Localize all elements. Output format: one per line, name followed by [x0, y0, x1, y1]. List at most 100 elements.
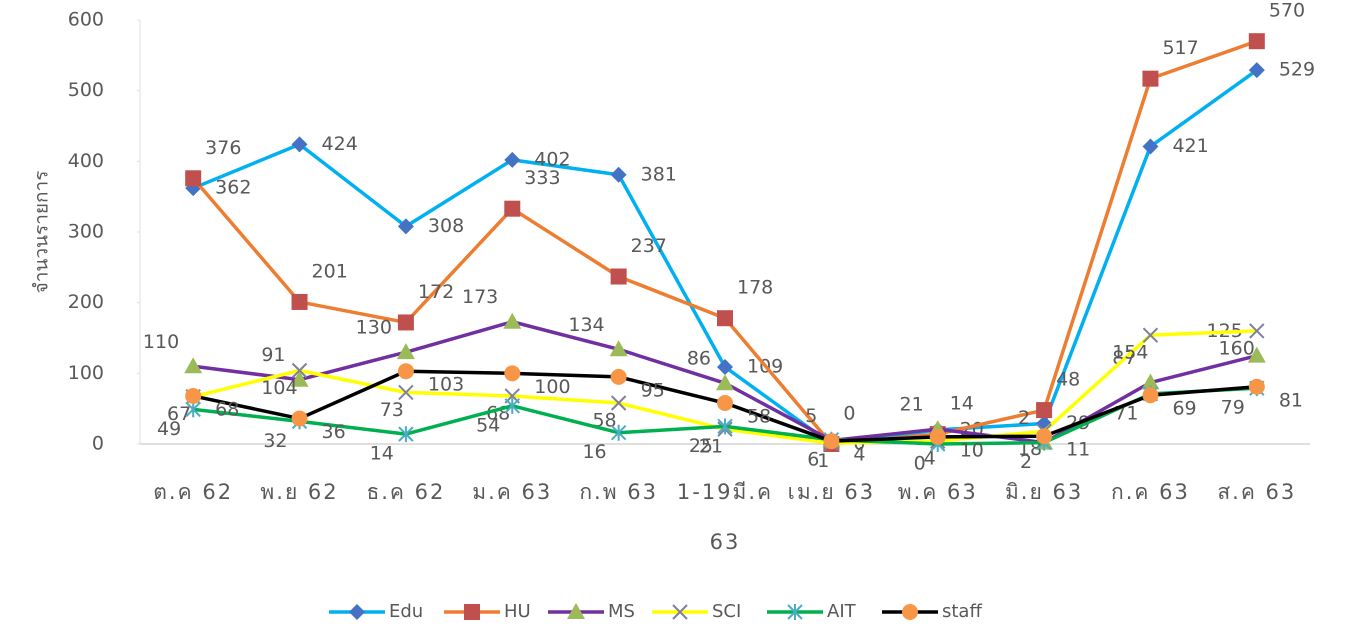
data-label: 58	[747, 406, 771, 428]
data-label: 86	[687, 348, 711, 370]
marker	[929, 428, 946, 445]
marker	[185, 401, 201, 418]
y-tick-label: 300	[68, 221, 104, 243]
legend-item: staff	[882, 601, 982, 622]
data-label: 172	[418, 281, 454, 303]
data-label: 178	[737, 277, 773, 299]
x-tick-label: ก.พ 63	[579, 480, 658, 504]
marker	[185, 387, 202, 404]
x-tick-label: ก.ค 63	[1111, 480, 1190, 504]
marker	[397, 218, 414, 235]
marker	[717, 358, 733, 375]
legend-label: MS	[608, 601, 635, 622]
data-label: 130	[356, 317, 392, 339]
x-tick-label: ธ.ค 62	[366, 480, 445, 504]
data-label: 6	[807, 448, 819, 470]
data-label: 308	[428, 215, 464, 237]
marker	[1248, 33, 1265, 50]
data-label: 362	[215, 177, 251, 199]
data-label: 69	[1172, 398, 1196, 420]
marker	[504, 365, 521, 382]
data-label: 4	[924, 448, 936, 470]
data-label: 529	[1279, 59, 1315, 81]
x-tick-label: ม.ค 63	[472, 480, 552, 504]
data-label: 91	[261, 344, 285, 366]
data-label: 10	[960, 439, 984, 461]
data-label: 4	[853, 444, 865, 466]
marker	[1142, 138, 1159, 155]
marker	[1142, 327, 1159, 343]
data-label: 103	[428, 374, 464, 396]
marker	[787, 604, 803, 620]
data-label: 110	[143, 331, 179, 353]
legend-item: HU	[444, 601, 531, 622]
data-label: 421	[1172, 135, 1208, 157]
x-tick-label: พ.ค 63	[898, 480, 978, 504]
marker	[1248, 62, 1265, 79]
marker	[398, 426, 414, 443]
marker	[717, 310, 733, 327]
marker	[1248, 378, 1265, 395]
marker	[504, 151, 521, 168]
data-label: 11	[1066, 439, 1090, 461]
data-label: 16	[582, 441, 606, 463]
legend-label: Edu	[389, 601, 423, 622]
data-label: 25	[689, 435, 713, 457]
legend-item: AIT	[767, 601, 857, 622]
marker	[717, 418, 733, 435]
data-label: 517	[1162, 37, 1198, 59]
marker	[672, 604, 688, 620]
data-label: 424	[322, 133, 358, 155]
marker	[291, 136, 308, 153]
data-label: 333	[524, 167, 560, 189]
data-label: 36	[322, 421, 346, 443]
marker	[610, 395, 627, 411]
marker	[291, 293, 308, 310]
data-label: 201	[312, 260, 348, 282]
data-label: 1	[817, 450, 829, 472]
marker	[610, 424, 627, 441]
marker	[184, 357, 203, 374]
data-label: 2	[1018, 407, 1030, 429]
marker	[398, 384, 414, 401]
y-tick-label: 600	[68, 9, 104, 31]
marker	[504, 200, 521, 217]
legend-item: MS	[548, 601, 635, 622]
marker	[397, 314, 414, 331]
data-label: 134	[568, 314, 604, 336]
y-axis-label: จำนวนรายการ	[31, 171, 53, 294]
marker	[291, 410, 308, 427]
data-label: 0	[914, 453, 926, 475]
legend-label: staff	[942, 601, 982, 622]
data-label: 154	[1112, 342, 1148, 364]
data-label: 5	[805, 405, 817, 427]
data-label: 81	[1279, 389, 1303, 411]
data-label: 570	[1269, 0, 1305, 22]
data-label: 95	[641, 379, 665, 401]
data-label: 104	[261, 377, 297, 399]
marker	[349, 604, 365, 620]
data-label: 237	[631, 235, 667, 257]
marker	[290, 370, 309, 387]
x-tick-label: 1-19มี.ค 63	[677, 480, 773, 554]
marker	[396, 343, 415, 360]
marker	[717, 395, 733, 412]
y-tick-label: 400	[68, 150, 104, 172]
marker	[610, 368, 627, 385]
marker	[1247, 346, 1266, 363]
marker	[823, 433, 840, 450]
x-tick-label: ต.ค 62	[153, 480, 233, 504]
data-label: 381	[641, 163, 677, 185]
data-label: 14	[950, 393, 974, 415]
marker	[291, 362, 308, 379]
marker	[1036, 428, 1053, 445]
marker	[610, 166, 627, 183]
y-tick-label: 500	[68, 79, 104, 101]
data-label: 49	[157, 418, 181, 440]
data-label: 402	[534, 148, 570, 170]
marker	[1142, 387, 1159, 404]
x-tick-label: ส.ค 63	[1217, 480, 1296, 504]
data-label: 14	[370, 443, 394, 465]
series: 376 201 172 333 237 178 0 14 48 517 570	[185, 0, 1305, 452]
